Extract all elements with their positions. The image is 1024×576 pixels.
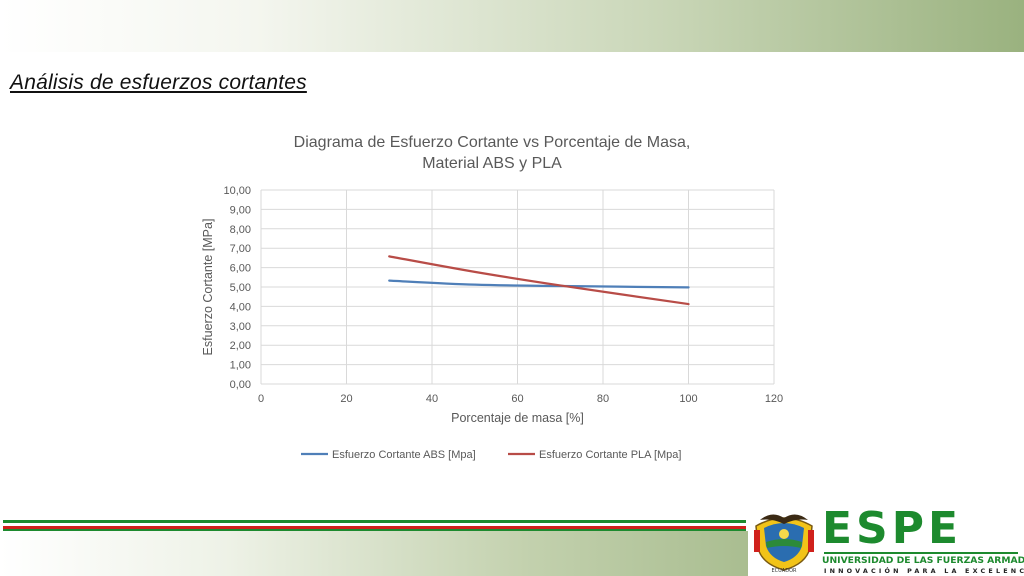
footer-band — [0, 531, 750, 576]
x-tick-label: 20 — [340, 393, 352, 405]
x-tick-label: 0 — [258, 393, 264, 405]
y-tick-label: 9,00 — [230, 204, 251, 216]
legend-label-pla: Esfuerzo Cortante PLA [Mpa] — [539, 449, 681, 461]
shield-caption: ECUADOR — [772, 568, 798, 574]
x-tick-label: 120 — [765, 393, 783, 405]
y-tick-label: 5,00 — [230, 282, 251, 294]
x-tick-label: 100 — [679, 393, 697, 405]
y-axis-label: Esfuerzo Cortante [MPa] — [201, 219, 215, 356]
y-tick-label: 10,00 — [223, 185, 251, 197]
university-name: UNIVERSIDAD DE LAS FUERZAS ARMADAS — [822, 555, 1024, 566]
chart-title-line: Diagrama de Esfuerzo Cortante vs Porcent… — [294, 134, 691, 151]
legend-label-abs: Esfuerzo Cortante ABS [Mpa] — [332, 449, 476, 461]
slide-title: Análisis de esfuerzos cortantes — [10, 71, 307, 94]
logo-divider — [824, 552, 1018, 554]
x-tick-label: 80 — [597, 393, 609, 405]
series-line-abs — [388, 279, 690, 289]
y-tick-label: 1,00 — [230, 360, 251, 372]
y-tick-label: 2,00 — [230, 340, 251, 352]
x-axis-label: Porcentaje de masa [%] — [451, 411, 584, 425]
espe-letters: ESPE — [822, 503, 963, 554]
y-tick-label: 0,00 — [230, 379, 251, 391]
x-tick-label: 40 — [426, 393, 438, 405]
flag-stripes — [3, 520, 746, 532]
shear-stress-chart: Diagrama de Esfuerzo Cortante vs Porcent… — [201, 134, 783, 461]
espe-shield-icon: ECUADOR — [754, 514, 814, 574]
y-tick-label: 3,00 — [230, 321, 251, 333]
y-tick-label: 4,00 — [230, 301, 251, 313]
university-motto: INNOVACIÓN PARA LA EXCELENCIA — [824, 567, 1024, 575]
x-tick-label: 60 — [511, 393, 523, 405]
chart-title-line: Material ABS y PLA — [422, 155, 562, 172]
y-tick-label: 6,00 — [230, 263, 251, 275]
series-line-pla — [388, 255, 690, 306]
espe-logo: ECUADOR ESPE UNIVERSIDAD DE LAS FUERZAS … — [748, 503, 1024, 576]
header-band — [0, 0, 1024, 52]
y-tick-label: 7,00 — [230, 243, 251, 255]
y-tick-label: 8,00 — [230, 224, 251, 236]
